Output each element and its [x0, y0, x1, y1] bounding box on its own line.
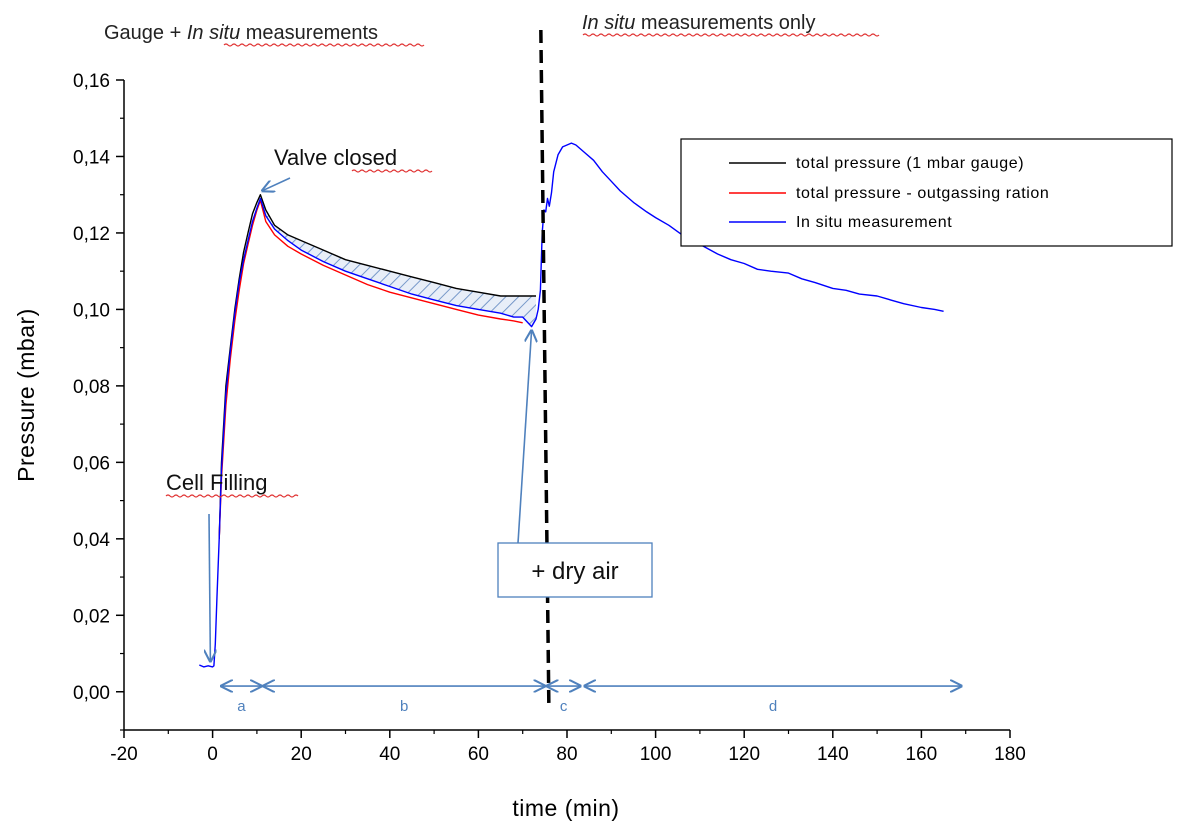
phase-label-a: a: [237, 698, 246, 715]
legend-label-insitu: In situ measurement: [796, 214, 952, 231]
series-outgassing-line: [218, 199, 523, 539]
x-tick-label: 0: [207, 744, 218, 765]
x-tick-label: 80: [556, 744, 577, 765]
y-axis-title: Pressure (mbar): [13, 308, 39, 482]
phase-divider-line: [539, 29, 551, 706]
y-tick-label: 0,00: [73, 683, 110, 704]
y-tick-label: 0,14: [73, 147, 110, 168]
y-tick-label: 0,02: [73, 606, 110, 627]
x-tick-label: 120: [728, 744, 760, 765]
phase-label-d: d: [769, 698, 777, 715]
x-tick-label: 40: [379, 744, 400, 765]
x-tick-label: -20: [110, 744, 137, 765]
cell-filling-label: Cell Filling: [166, 470, 267, 495]
y-tick-label: 0,10: [73, 300, 110, 321]
header-left: Gauge + In situ measurements: [104, 22, 378, 44]
x-tick-label: 140: [817, 744, 849, 765]
valve-closed-arrow: [262, 177, 291, 191]
x-tick-label: 100: [640, 744, 672, 765]
x-tick-label: 160: [906, 744, 938, 765]
phase-label-b: b: [400, 698, 408, 715]
x-axis-title: time (min): [512, 795, 619, 821]
annotations: Cell Filling Valve closed + dry air a b c d: [165, 145, 961, 715]
phase-arrows: a b c d: [221, 686, 961, 715]
y-tick-label: 0,12: [73, 224, 110, 245]
cell-filling-arrow: [209, 513, 210, 661]
dry-air-label: + dry air: [531, 558, 618, 585]
header-right: In situ measurements only: [582, 12, 815, 34]
legend-label-outgassing: total pressure - outgassing ration: [796, 185, 1049, 202]
x-tick-label: 180: [994, 744, 1026, 765]
spellcheck-underline: [165, 494, 299, 498]
legend-label-gauge: total pressure (1 mbar gauge): [796, 155, 1024, 172]
y-ticks: 0,00 0,02 0,04 0,06 0,08 0,10 0,12 0,14 0,16: [73, 71, 124, 731]
y-tick-label: 0,06: [73, 453, 110, 474]
x-tick-label: 20: [291, 744, 312, 765]
spellcheck-underline: [223, 43, 425, 47]
dry-air-box: [497, 542, 653, 598]
dry-air-arrow: [517, 331, 532, 544]
spellcheck-underline: [582, 33, 880, 37]
valve-closed-label: Valve closed: [274, 145, 397, 170]
y-tick-label: 0,08: [73, 377, 110, 398]
hatched-gap-area: [260, 194, 536, 327]
legend: total pressure (1 mbar gauge) total pres…: [680, 138, 1173, 247]
x-tick-label: 60: [468, 744, 489, 765]
x-ticks: -20 0 20 40 60 80 100 120 140 160 180: [110, 730, 1026, 765]
spellcheck-underline: [351, 169, 433, 173]
phase-label-c: c: [560, 698, 568, 715]
y-tick-label: 0,04: [73, 530, 110, 551]
y-tick-label: 0,16: [73, 71, 110, 92]
